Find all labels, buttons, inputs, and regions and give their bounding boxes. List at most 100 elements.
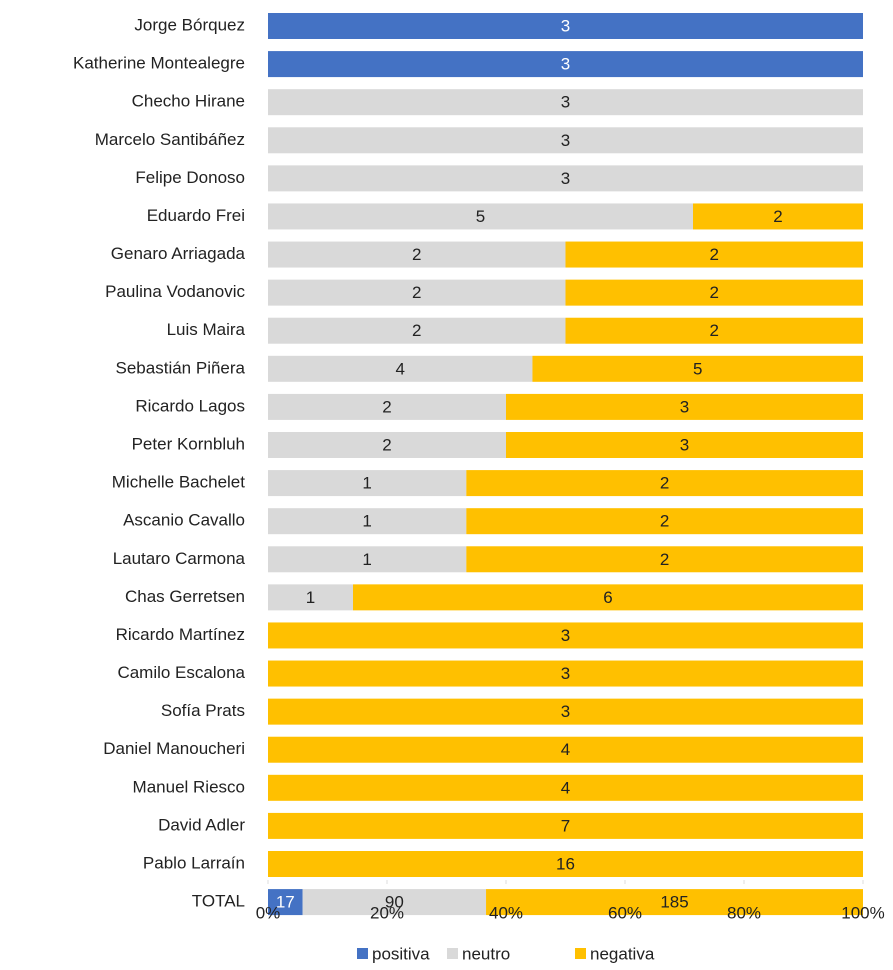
- bar-segment: [268, 889, 303, 916]
- x-tick-label: 80%: [727, 903, 761, 922]
- bar-segment: [268, 470, 467, 497]
- data-label: 2: [660, 512, 669, 531]
- category-label: TOTAL: [192, 892, 245, 911]
- data-label: 90: [385, 893, 404, 912]
- data-label: 6: [603, 588, 612, 607]
- data-label: 5: [693, 359, 702, 378]
- data-label: 2: [710, 321, 719, 340]
- bar-segment: [268, 127, 863, 154]
- bar-segment: [268, 203, 693, 230]
- category-label: Lautaro Carmona: [113, 549, 246, 568]
- bar-segment: [268, 432, 506, 458]
- data-label: 2: [660, 550, 669, 569]
- category-label: Ricardo Martínez: [116, 625, 245, 644]
- data-label: 4: [561, 740, 570, 759]
- data-label: 3: [680, 435, 689, 454]
- legend-label: neutro: [462, 944, 510, 963]
- category-label: Manuel Riesco: [133, 777, 245, 796]
- category-label: Chas Gerretsen: [125, 587, 245, 606]
- bar-segment: [466, 546, 863, 573]
- bar-segment: [565, 241, 863, 268]
- category-label: Sebastián Piñera: [116, 358, 246, 377]
- bar-segment: [268, 355, 533, 382]
- bar-segment: [506, 432, 863, 458]
- bar-segment: [268, 51, 863, 78]
- data-label: 1: [362, 512, 371, 531]
- bar-segment: [532, 355, 863, 382]
- data-label: 3: [561, 702, 570, 721]
- data-label: 17: [276, 893, 295, 912]
- category-label: Luis Maira: [167, 320, 246, 339]
- data-label: 2: [382, 397, 391, 416]
- data-label: 2: [710, 245, 719, 264]
- data-label: 2: [412, 245, 421, 264]
- category-label: Sofía Prats: [161, 701, 245, 720]
- legend-label: positiva: [372, 944, 430, 963]
- category-label: Marcelo Santibáñez: [95, 130, 245, 149]
- category-label: Checho Hirane: [132, 92, 245, 111]
- bar-segment: [268, 584, 353, 611]
- bar-segment: [565, 279, 863, 306]
- data-label: 185: [660, 893, 688, 912]
- data-label: 2: [382, 435, 391, 454]
- bar-segment: [268, 774, 863, 801]
- data-label: 2: [660, 474, 669, 493]
- data-label: 1: [362, 474, 371, 493]
- category-label: Ricardo Lagos: [135, 396, 245, 415]
- bar-segment: [268, 508, 467, 535]
- data-label: 1: [306, 588, 315, 607]
- bar-segment: [466, 470, 863, 497]
- category-label: Katherine Montealegre: [73, 54, 245, 73]
- bar-segment: [268, 698, 863, 725]
- data-label: 3: [561, 626, 570, 645]
- bar-segment: [302, 889, 487, 916]
- x-tick-label: 40%: [489, 903, 523, 922]
- bar-segment: [268, 13, 863, 39]
- legend-label: negativa: [590, 944, 655, 963]
- category-label: Camilo Escalona: [117, 663, 245, 682]
- data-label: 3: [561, 16, 570, 35]
- category-label: Felipe Donoso: [135, 168, 245, 187]
- bar-segment: [268, 317, 566, 344]
- x-tick-label: 100%: [841, 903, 884, 922]
- category-label: Michelle Bachelet: [112, 473, 246, 492]
- data-label: 2: [412, 283, 421, 302]
- data-label: 2: [773, 207, 782, 226]
- category-label: Daniel Manoucheri: [103, 739, 245, 758]
- bar-segment: [486, 889, 863, 916]
- data-label: 3: [561, 55, 570, 74]
- data-label: 3: [561, 664, 570, 683]
- bar-segment: [268, 165, 863, 192]
- data-label: 3: [561, 93, 570, 112]
- data-label: 7: [561, 816, 570, 835]
- bar-segment: [268, 660, 863, 687]
- bar-segment: [268, 89, 863, 116]
- legend-swatch: [575, 948, 586, 959]
- category-label: Eduardo Frei: [147, 206, 245, 225]
- data-label: 3: [561, 169, 570, 188]
- bar-segment: [506, 393, 863, 420]
- category-label: Ascanio Cavallo: [123, 511, 245, 530]
- bar-segment: [353, 584, 863, 611]
- data-label: 5: [476, 207, 485, 226]
- bar-segment: [693, 203, 863, 230]
- bar-segment: [466, 508, 863, 535]
- category-label: Genaro Arriagada: [111, 244, 246, 263]
- x-tick-label: 0%: [256, 903, 281, 922]
- category-label: Peter Kornbluh: [132, 434, 245, 453]
- data-label: 3: [561, 131, 570, 150]
- data-label: 4: [395, 359, 404, 378]
- data-label: 3: [680, 397, 689, 416]
- category-label: Pablo Larraín: [143, 853, 245, 872]
- bar-segment: [268, 279, 566, 306]
- bar-segment: [268, 736, 863, 763]
- bar-segment: [268, 812, 863, 839]
- bar-segment: [565, 317, 863, 344]
- bar-segment: [268, 546, 467, 573]
- bar-segment: [268, 241, 566, 268]
- data-label: 16: [556, 854, 575, 873]
- data-label: 1: [362, 550, 371, 569]
- category-label: David Adler: [158, 815, 245, 834]
- data-label: 2: [710, 283, 719, 302]
